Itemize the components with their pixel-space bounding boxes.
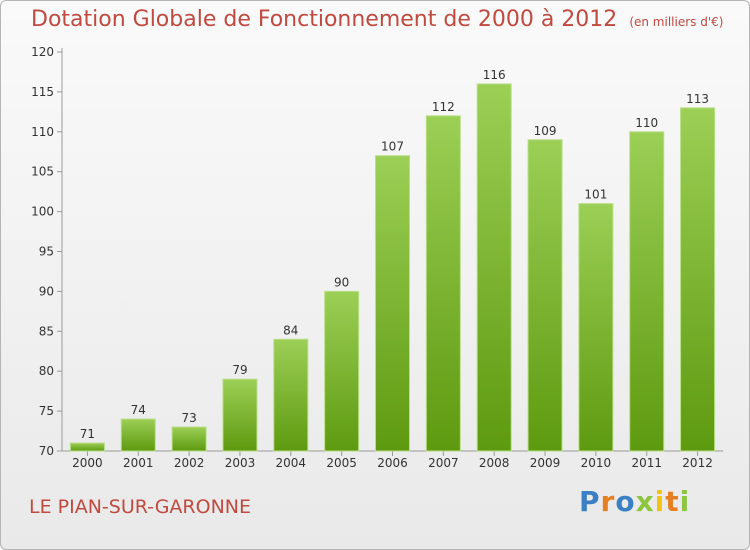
x-tick-label: 2011	[631, 456, 662, 470]
proxiti-logo: Proxiti	[579, 485, 691, 518]
bar	[273, 338, 309, 452]
bar-value-label: 71	[80, 427, 95, 441]
bar	[171, 426, 207, 452]
bar	[425, 115, 461, 452]
x-tick-label: 2005	[326, 456, 357, 470]
x-tick-label: 2003	[225, 456, 256, 470]
y-tick-label: 85	[39, 324, 54, 338]
bar	[578, 203, 614, 452]
bar	[69, 442, 105, 452]
y-tick-label: 120	[31, 45, 54, 59]
commune-name: LE PIAN-SUR-GARONNE	[29, 496, 252, 518]
x-tick-label: 2000	[72, 456, 103, 470]
axes: 70 75 80 85 90 95 100 105 110 115 120 2000 2001 2002 2…	[31, 45, 723, 470]
x-tick-label: 2004	[276, 456, 307, 470]
bar-value-label: 110	[635, 116, 658, 130]
x-tick-label: 2007	[428, 456, 459, 470]
bar-value-label: 79	[232, 363, 247, 377]
bar-value-label: 116	[483, 68, 506, 82]
x-tick-label: 2001	[123, 456, 154, 470]
x-tick-label: 2012	[682, 456, 713, 470]
bars: 71 74 73 79 84 90 107 112 116 109 101 110 113	[69, 68, 716, 452]
x-tick-label: 2008	[479, 456, 510, 470]
chart-title-text: Dotation Globale de Fonctionnement de 20…	[31, 7, 618, 32]
y-tick-label: 75	[39, 404, 54, 418]
y-tick-label: 110	[31, 125, 54, 139]
bar	[375, 155, 410, 452]
bar-value-label: 74	[131, 403, 146, 417]
bar	[629, 131, 665, 452]
x-tick-label: 2010	[581, 456, 612, 470]
y-tick-label: 115	[31, 85, 54, 99]
bar	[120, 418, 156, 452]
bar	[476, 83, 512, 452]
x-tick-label: 2002	[174, 456, 205, 470]
bar-value-label: 90	[334, 275, 349, 289]
bar-value-label: 109	[534, 124, 557, 138]
x-tick-label: 2006	[377, 456, 408, 470]
bar-value-label: 73	[181, 411, 196, 425]
bar	[222, 378, 258, 452]
bar-value-label: 84	[283, 323, 298, 337]
y-tick-label: 80	[39, 364, 54, 378]
chart-subtitle: (en milliers d'€)	[629, 15, 724, 29]
bar-value-label: 112	[432, 100, 455, 114]
bar-value-label: 107	[381, 140, 404, 154]
y-tick-label: 70	[39, 444, 54, 458]
bar	[527, 139, 563, 452]
y-tick-label: 90	[39, 284, 54, 298]
bar-value-label: 101	[584, 188, 607, 202]
y-tick-label: 95	[39, 245, 54, 259]
x-tick-label: 2009	[530, 456, 561, 470]
y-tick-label: 105	[31, 165, 54, 179]
bar	[680, 107, 716, 452]
y-tick-label: 100	[31, 205, 54, 219]
bar	[324, 290, 360, 452]
chart-title: Dotation Globale de Fonctionnement de 20…	[31, 7, 723, 32]
bar-value-label: 113	[686, 92, 709, 106]
